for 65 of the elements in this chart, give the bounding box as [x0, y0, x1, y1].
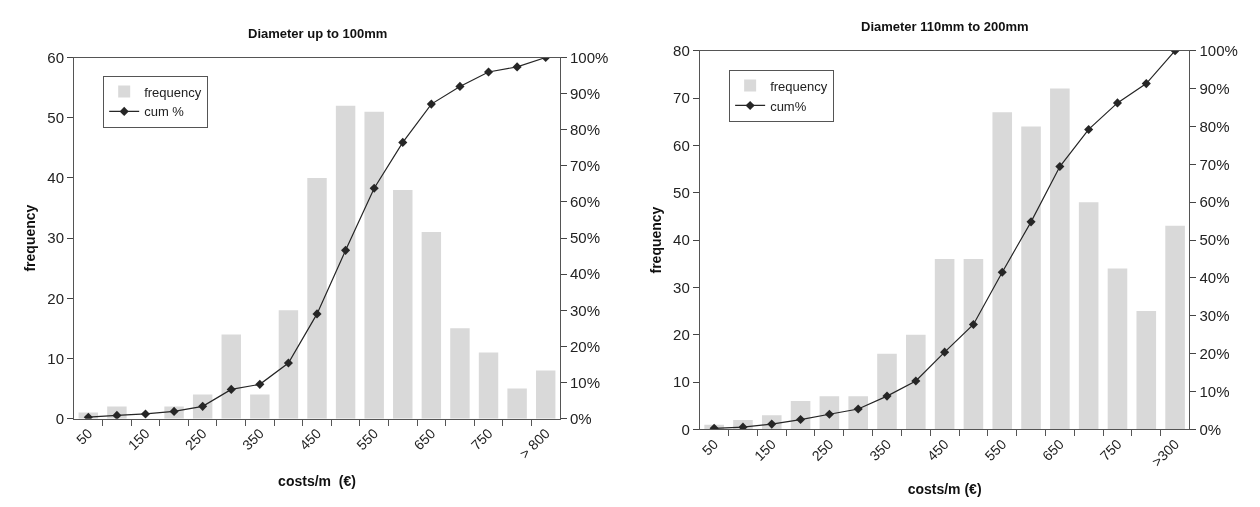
y2-tick-label: 100%	[1199, 41, 1238, 59]
y2-tick-label: 60%	[1199, 193, 1230, 211]
x-tick-label: 750	[1096, 435, 1125, 464]
y-tick-label: 20	[47, 289, 65, 307]
legend-label: cum%	[770, 98, 807, 114]
y2-tick-label: 0%	[1199, 420, 1222, 438]
y2-tick-label: 30%	[570, 301, 601, 319]
y2-tick-label: 10%	[1199, 382, 1230, 400]
x-tick-label: 650	[1039, 435, 1068, 464]
chart-title: Diameter 110mm to 200mm	[861, 19, 1029, 34]
y-tick-label: 60	[673, 136, 690, 154]
x-tick-label: 350	[239, 425, 268, 454]
y-tick-label: 60	[47, 48, 65, 66]
y2-tick-label: 80%	[1199, 117, 1230, 135]
x-axis-title: costs/m (€)	[907, 480, 982, 497]
x-tick-label: 350	[866, 435, 895, 464]
y2-tick-label: 60%	[570, 193, 601, 211]
y-tick-label: 40	[673, 231, 690, 249]
y2-tick-label: 0%	[570, 409, 592, 427]
x-tick-label: 750	[467, 425, 496, 454]
x-axis-title: costs/m (€)	[278, 472, 356, 489]
x-tick-label: 450	[296, 425, 325, 454]
y-tick-label: 30	[673, 278, 690, 296]
y-tick-label: 10	[673, 373, 690, 391]
x-tick-label: 250	[181, 425, 210, 454]
x-tick-label: 550	[353, 425, 382, 454]
y-axis-title: frequency	[21, 204, 38, 272]
x-tick-label: 150	[124, 425, 153, 454]
y2-tick-label: 40%	[570, 265, 601, 283]
y2-tick-label: 70%	[1199, 155, 1230, 173]
y-tick-label: 50	[47, 108, 65, 126]
legend-label: cum %	[144, 104, 185, 120]
y2-tick-label: 50%	[570, 229, 601, 247]
y-tick-label: 0	[55, 409, 65, 427]
chart-title: Diameter up to 100mm	[248, 26, 388, 41]
y2-tick-label: 70%	[570, 157, 601, 175]
y2-tick-label: 50%	[1199, 231, 1230, 249]
y-tick-label: 10	[47, 349, 65, 367]
y-tick-label: 30	[47, 229, 65, 247]
y-tick-label: 70	[673, 89, 690, 107]
y2-tick-label: 10%	[570, 373, 601, 391]
x-tick-label: 50	[698, 435, 722, 459]
x-tick-label: 50	[73, 425, 96, 448]
x-tick-label: > 800	[516, 425, 553, 462]
x-tick-label: 150	[751, 435, 779, 464]
y-axis-title: frequency	[647, 206, 664, 274]
y2-tick-label: 40%	[1199, 269, 1230, 287]
x-tick-label: 450	[923, 435, 952, 464]
y2-tick-label: 30%	[1199, 307, 1230, 325]
y2-tick-label: 80%	[570, 120, 601, 138]
y-tick-label: 80	[673, 41, 690, 59]
y2-tick-label: 20%	[1199, 344, 1230, 362]
y-tick-label: 0	[681, 420, 690, 438]
legend-label: frequency	[770, 78, 828, 94]
y-tick-label: 20	[673, 325, 690, 343]
x-tick-label: 550	[981, 435, 1010, 464]
x-tick-label: 650	[410, 425, 439, 454]
legend-label: frequency	[144, 84, 202, 100]
y2-tick-label: 100%	[570, 48, 609, 66]
y2-tick-label: 20%	[570, 337, 601, 355]
y-tick-label: 50	[673, 183, 690, 201]
y2-tick-label: 90%	[570, 84, 601, 102]
y-tick-label: 40	[47, 169, 65, 187]
y2-tick-label: 90%	[1199, 79, 1230, 97]
x-tick-label: 250	[808, 435, 837, 464]
